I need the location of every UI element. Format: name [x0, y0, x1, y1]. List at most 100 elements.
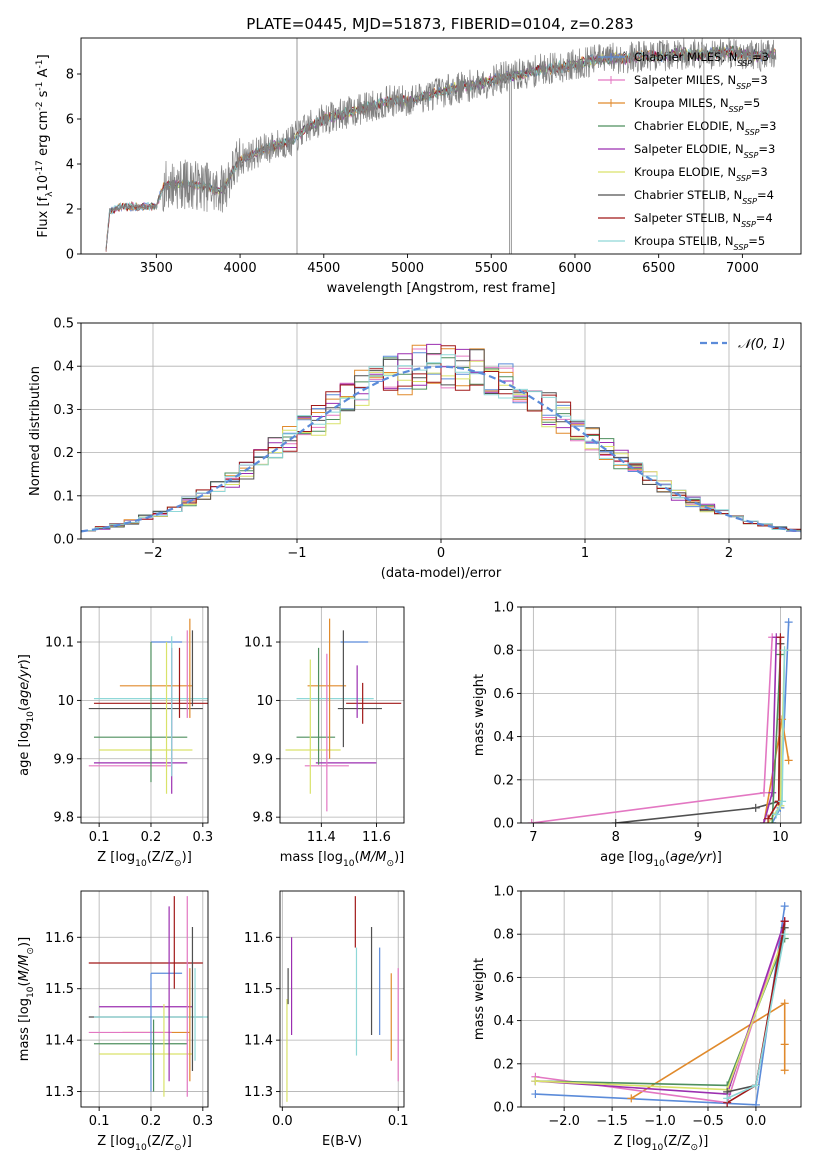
legend-marker	[607, 99, 615, 107]
weight-marker	[780, 999, 789, 1008]
x-tick-label: 4000	[224, 261, 257, 276]
x-tick-label: −1	[287, 546, 306, 561]
y-tick-label: 11.6	[45, 931, 74, 946]
chart-age-vs-mass: 11.4 11.6 9.8 9.9 10 10.1 mass [log10(M/M⊙)]	[244, 606, 405, 869]
y-tick-label: 0.5	[53, 317, 74, 332]
legend-label-sub: SSP	[744, 151, 759, 160]
weight-marker	[527, 819, 536, 823]
y-tick-label: 10	[57, 694, 74, 709]
legend-label-text: Salpeter MILES, N	[634, 73, 736, 87]
x-tick-label: 0	[437, 546, 445, 561]
weight-marker	[768, 788, 777, 797]
x-tick-label: 4500	[307, 261, 340, 276]
x-tick-label: 7000	[726, 261, 759, 276]
x-axis-label: Z [log10(Z/Z⊙)]	[614, 1134, 709, 1153]
chart-spectrum: 3500 4000 4500 5000 5500 6000 6500 7000 0 2 4 6 8 wav…	[35, 37, 802, 296]
gaussian-curve	[81, 365, 801, 533]
weight-line-kroupa-miles	[630, 1001, 786, 1100]
legend-label-count: =3	[751, 73, 768, 87]
y-tick-label: 1.0	[493, 885, 514, 900]
y-tick-label: 0.8	[493, 644, 514, 659]
legend-label-count: =3	[752, 50, 769, 64]
weight-marker	[780, 930, 789, 939]
weight-marker	[531, 1077, 540, 1086]
histogram-kroupa-stelib	[81, 354, 801, 532]
legend-label: Kroupa STELIB, NSSP=5	[634, 234, 765, 252]
x-tick-label: 0.3	[192, 1114, 213, 1129]
weight-marker	[723, 1094, 732, 1103]
legend-label-sub: SSP	[736, 174, 751, 183]
weight-marker	[759, 819, 768, 823]
legend-label-text: Kroupa STELIB, N	[634, 234, 734, 248]
weight-line-chabrier-elodie	[771, 654, 782, 823]
weight-marker	[759, 788, 768, 797]
legend-label-text: Salpeter ELODIE, N	[634, 142, 744, 156]
y-tick-label: 11.4	[45, 1034, 74, 1049]
weight-marker	[751, 1100, 760, 1107]
x-tick-label: 1	[581, 546, 589, 561]
legend-label-sub: SSP	[745, 128, 760, 137]
data-spectrum-line	[105, 38, 777, 251]
legend-label-sub: SSP	[729, 105, 744, 114]
weight-marker	[784, 618, 793, 627]
x-axis-label: age [log10(age/yr)]	[600, 850, 722, 869]
weight-marker	[780, 1040, 789, 1049]
weight-marker	[780, 902, 789, 911]
x-tick-label: 0.1	[89, 1114, 110, 1129]
legend-label-count: =3	[758, 142, 775, 156]
x-tick-label: −0.5	[692, 1114, 724, 1129]
x-axis-label: Z [log10(Z/Z⊙)]	[97, 1134, 192, 1153]
x-axis-label: wavelength [Angstrom, rest frame]	[327, 281, 556, 296]
chart-weight-vs-age: 7 8 9 10 0.0 0.2 0.4 0.6 0.8 1.0 age [log10(age/yr…	[472, 601, 802, 869]
axes-frame	[279, 890, 405, 1108]
weight-marker	[780, 917, 789, 926]
x-tick-label: 0.0	[272, 1114, 293, 1129]
y-tick-label: 0.0	[493, 817, 514, 832]
legend-label-gaussian: 𝒩(0, 1)	[738, 337, 785, 352]
weight-vs-Z-plot-area	[531, 902, 789, 1107]
weight-marker	[751, 1081, 760, 1090]
y-tick-label: 9.9	[252, 752, 273, 767]
weight-marker	[778, 797, 787, 806]
weight-marker	[768, 819, 777, 823]
legend-label-count: =5	[743, 96, 760, 110]
y-tick-label: 10.1	[244, 636, 273, 651]
axes-frame	[279, 606, 405, 824]
weight-marker	[627, 1094, 636, 1103]
y-tick-label: 11.5	[45, 982, 74, 997]
x-tick-label: 10	[772, 830, 789, 845]
y-tick-label: 1.0	[493, 601, 514, 616]
legend-label-count: =3	[760, 119, 777, 133]
x-axis-label: mass [log10(M/M⊙)]	[280, 850, 404, 869]
weight-marker	[764, 814, 773, 823]
y-tick-label: 11.5	[244, 982, 273, 997]
y-tick-label: 11.3	[45, 1085, 74, 1100]
y-tick-label: 0.6	[493, 971, 514, 986]
legend-label: Salpeter ELODIE, NSSP=3	[634, 142, 775, 160]
chart-mass-vs-Z: 0.1 0.2 0.3 11.3 11.4 11.5 11.6 Z [log10(Z/Z⊙)]…	[17, 890, 213, 1153]
figure-title: PLATE=0445, MJD=51873, FIBERID=0104, z=0…	[246, 15, 633, 33]
axes-frame	[80, 37, 802, 255]
x-tick-label: 0.2	[141, 830, 162, 845]
x-tick-label: −2	[143, 546, 162, 561]
weight-marker	[531, 1090, 540, 1099]
legend-marker	[607, 76, 615, 84]
y-tick-label: 0.2	[493, 1057, 514, 1072]
legend-label-sub: SSP	[737, 59, 752, 68]
y-axis-label: Normed distribution	[28, 366, 43, 496]
y-tick-label: 0.8	[493, 928, 514, 943]
y-tick-label: 0.3	[53, 403, 74, 418]
y-tick-label: 10.1	[45, 636, 74, 651]
y-tick-label: 6	[66, 113, 74, 128]
x-tick-label: 0.2	[141, 1114, 162, 1129]
weight-marker	[611, 819, 620, 823]
y-tick-label: 11.4	[244, 1034, 273, 1049]
x-tick-label: 7	[529, 830, 537, 845]
legend-marker	[607, 53, 615, 61]
weight-marker	[751, 803, 760, 812]
y-tick-label: 0.1	[53, 489, 74, 504]
legend-label-sub: SSP	[742, 197, 757, 206]
legend-label: Kroupa ELODIE, NSSP=3	[634, 165, 768, 183]
x-tick-label: 3500	[140, 261, 173, 276]
x-tick-label: 0.3	[192, 830, 213, 845]
